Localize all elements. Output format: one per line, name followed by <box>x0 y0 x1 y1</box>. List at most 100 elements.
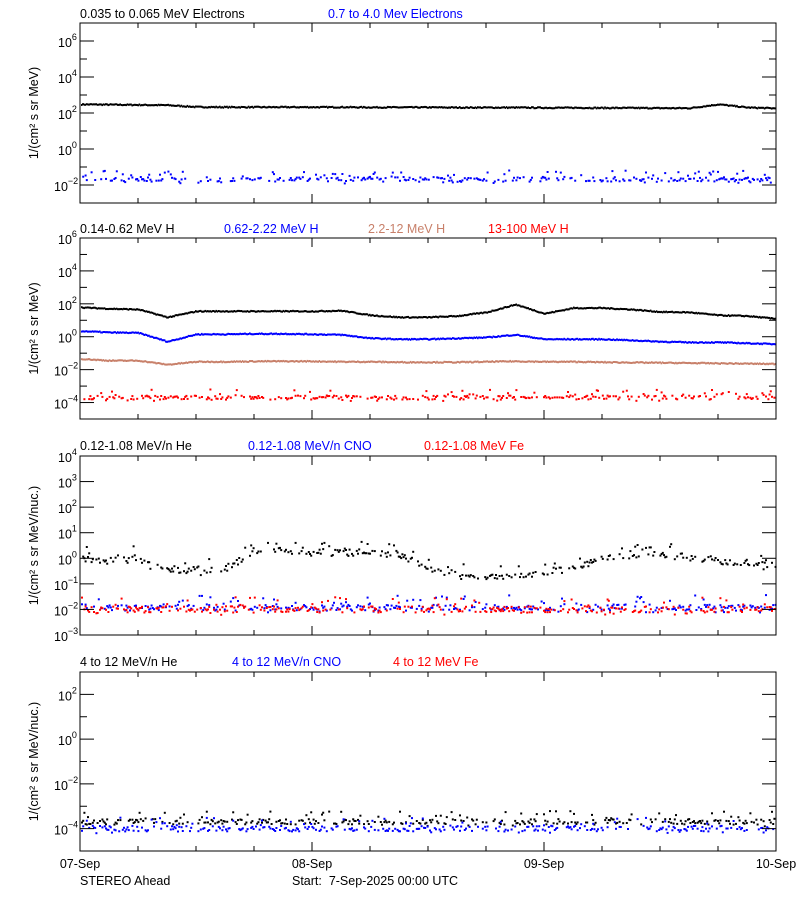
data-point <box>742 341 744 344</box>
data-point <box>216 610 219 613</box>
data-point <box>592 608 595 611</box>
data-point <box>109 556 112 559</box>
data-point <box>216 310 219 313</box>
data-point <box>265 607 268 609</box>
data-point <box>667 825 670 828</box>
data-point <box>264 819 267 822</box>
data-point <box>413 337 415 340</box>
data-point <box>186 335 189 338</box>
data-point <box>421 818 424 821</box>
data-point <box>413 106 415 109</box>
data-point <box>522 305 525 308</box>
data-point <box>637 309 640 312</box>
data-point <box>282 106 285 109</box>
data-point <box>120 308 123 310</box>
data-point <box>585 821 587 824</box>
data-point <box>665 340 667 343</box>
data-point <box>763 107 766 110</box>
data-point <box>429 316 431 318</box>
data-point <box>586 829 589 831</box>
data-point <box>406 361 408 364</box>
data-point <box>672 825 675 828</box>
data-point <box>529 336 532 339</box>
data-point <box>449 315 451 317</box>
data-point <box>251 550 254 553</box>
data-point <box>187 311 190 314</box>
data-point <box>555 338 557 341</box>
data-point <box>593 361 595 363</box>
data-point <box>514 608 517 611</box>
data-point <box>429 608 431 611</box>
data-point <box>633 308 635 311</box>
data-point <box>435 315 437 318</box>
data-point <box>197 822 200 825</box>
data-point <box>444 360 447 363</box>
data-point <box>300 333 303 336</box>
data-point <box>191 608 194 611</box>
data-point <box>309 608 311 611</box>
data-point <box>234 360 237 363</box>
data-point <box>625 107 628 109</box>
data-point <box>769 181 772 184</box>
data-point <box>658 608 661 611</box>
data-point <box>369 336 371 339</box>
data-point <box>690 825 693 828</box>
data-point <box>185 394 188 397</box>
data-point <box>274 550 277 553</box>
data-point <box>199 309 202 312</box>
data-point <box>305 310 307 313</box>
data-point <box>654 395 657 397</box>
data-point <box>265 310 268 313</box>
data-point <box>318 106 321 109</box>
data-point <box>336 106 339 109</box>
data-point <box>606 180 609 183</box>
data-point <box>665 828 668 831</box>
data-point <box>271 171 274 174</box>
data-point <box>126 331 129 334</box>
data-point <box>574 307 576 310</box>
data-point <box>523 822 526 825</box>
data-point <box>293 360 295 363</box>
data-point <box>316 333 318 336</box>
data-point <box>772 343 774 346</box>
data-point <box>112 560 115 563</box>
data-point <box>365 313 367 316</box>
data-point <box>526 360 528 363</box>
data-point <box>568 308 570 311</box>
data-point <box>156 104 159 107</box>
data-point <box>463 607 466 610</box>
data-point <box>593 180 596 183</box>
data-point <box>637 361 640 364</box>
data-point <box>432 176 435 179</box>
data-point <box>625 389 628 392</box>
data-point <box>363 826 365 829</box>
data-point <box>390 604 393 607</box>
data-point <box>592 361 594 363</box>
data-point <box>96 394 99 397</box>
data-point <box>503 605 506 608</box>
data-point <box>269 310 271 313</box>
data-point <box>769 107 772 110</box>
data-point <box>409 606 412 609</box>
data-point <box>232 611 235 614</box>
data-point <box>123 331 125 334</box>
data-point <box>609 609 611 612</box>
data-point <box>690 107 693 110</box>
data-point <box>359 395 362 398</box>
data-point <box>547 177 550 180</box>
data-point <box>541 360 544 363</box>
data-point <box>492 309 495 312</box>
data-point <box>273 332 275 335</box>
data-point <box>220 360 222 363</box>
data-point <box>672 106 675 109</box>
data-point <box>315 173 317 176</box>
data-point <box>631 361 634 364</box>
data-point <box>375 314 377 317</box>
data-point <box>669 341 671 344</box>
data-point <box>427 558 430 561</box>
data-point <box>492 335 495 338</box>
data-point <box>429 106 431 109</box>
data-point <box>81 603 83 606</box>
data-point <box>729 822 731 825</box>
data-point <box>160 179 163 182</box>
